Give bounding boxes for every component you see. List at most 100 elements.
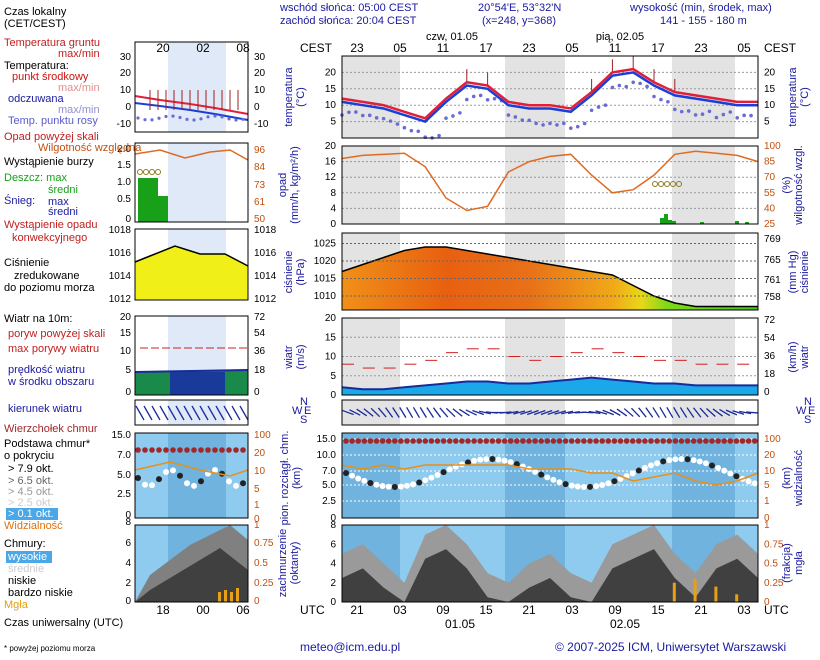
cloud-base-dot	[349, 472, 356, 479]
legend-label: Wystąpienie opadu	[4, 219, 97, 231]
humidity-tick: 85	[764, 157, 776, 168]
cloud-base-dot	[599, 481, 606, 488]
cloud-top-dot	[477, 438, 484, 444]
cloud-base-dot	[605, 480, 612, 487]
legend-label: punkt środkowy	[12, 71, 89, 83]
legend-storm-marker	[143, 169, 149, 175]
top-hour-label: 05	[737, 41, 751, 55]
top-hour-label: 23	[350, 41, 364, 55]
legend-dew-dot	[157, 116, 161, 120]
cloud-base-dot	[446, 466, 453, 473]
legend-precip-tick: 1.5	[117, 160, 131, 171]
storm-marker	[652, 181, 658, 187]
legend-label: niskie	[8, 575, 36, 587]
legend-pressure-line	[134, 245, 249, 267]
rain-bar	[668, 220, 672, 224]
dew-point-dot	[471, 94, 476, 99]
wind-arrow	[385, 407, 394, 418]
visibility-tick: 100	[764, 434, 781, 445]
utc-left: UTC	[300, 603, 325, 617]
wind-tick: 15	[325, 332, 337, 343]
legend-label: > 4.5 okt.	[8, 486, 54, 498]
wind-arrow	[745, 411, 759, 414]
humidity-tick: 25	[764, 219, 776, 230]
legend-panel-border	[134, 432, 249, 519]
legend-dew-dot	[143, 118, 147, 122]
cover-tick: 4	[330, 559, 336, 570]
wind-arrow	[513, 410, 526, 415]
wind-axis-right: (km/h)	[787, 341, 799, 372]
temp-tick-right: 15	[764, 84, 776, 95]
legend-label: > 7.9 okt.	[8, 463, 54, 475]
cloud-base-dot	[556, 479, 563, 486]
cloud-top-dot	[556, 438, 563, 444]
dew-point-dot	[485, 97, 490, 102]
cloud-top-dot	[367, 438, 374, 444]
wind-arrow	[679, 407, 688, 418]
temp-tick-right: 20	[764, 67, 776, 78]
legend-pressure-area	[135, 246, 248, 300]
legend-wind-arrow	[191, 405, 201, 421]
dew-point-dot	[437, 133, 441, 138]
cloud-top-dot	[398, 438, 404, 444]
cloud-base-dot	[696, 458, 703, 465]
wind-kmh-tick: 72	[764, 315, 776, 326]
cloud-base-dot	[580, 483, 587, 490]
legend-label: max/min	[58, 82, 100, 94]
legend-pressure-tick: 1018	[109, 225, 132, 236]
legend-label: prędkość wiatru	[8, 364, 85, 376]
cloud-base-dot	[544, 474, 551, 481]
cloud-base-dot	[416, 479, 423, 486]
dew-point-dot	[541, 123, 545, 127]
tz-right: CEST	[764, 41, 797, 55]
dew-point-dot	[465, 97, 469, 102]
dew-point-dot	[367, 113, 372, 118]
wind-arrow	[439, 407, 449, 418]
top-hour-label: 17	[479, 41, 493, 55]
cloud-top-dot	[379, 438, 386, 444]
dew-point-dot	[409, 128, 414, 133]
night-band	[672, 146, 735, 224]
cloud-base-dot	[702, 460, 709, 467]
wind-arrow	[666, 406, 674, 419]
pressure-axis-right: (mm Hg)	[787, 251, 799, 294]
dir-w: W	[292, 405, 303, 417]
cloud-top-dot	[507, 438, 514, 444]
dew-point-dot	[742, 113, 746, 118]
dew-point-dot	[555, 123, 559, 127]
dew-point-dot	[458, 111, 462, 115]
night-band	[342, 146, 400, 224]
temp-tick-left: 15	[325, 84, 337, 95]
top-hour-label: 23	[522, 41, 536, 55]
wind-arrow	[732, 410, 745, 415]
legend-cloud-base-dot	[177, 472, 183, 479]
legend-storm-marker	[155, 169, 161, 175]
legend-label: Wierzchołek chmur	[4, 423, 98, 435]
legend-cloud-top-dot	[233, 447, 239, 453]
legend-panel-border	[134, 41, 249, 133]
fog-tick: 0.25	[764, 578, 784, 589]
legend-cloud-tick: 0	[125, 510, 131, 521]
legend-label: Podstawa chmur*	[4, 438, 91, 450]
dew-point-dot	[603, 103, 608, 108]
storm-marker	[664, 181, 670, 187]
temp-axis-right: temperatura	[787, 66, 799, 126]
wind-arrow	[445, 407, 456, 418]
legend-wind-arrow	[223, 405, 233, 421]
legend-label: do poziomu morza	[4, 282, 95, 294]
legend-precip-tick: 2.0	[117, 144, 131, 155]
cloud-base-dot	[507, 459, 514, 466]
cloud-base-dot	[355, 475, 362, 482]
wind-arrow	[602, 409, 615, 416]
cloud-top-dot	[562, 438, 569, 444]
pressure-axis-left: (hPa)	[295, 259, 307, 286]
legend-temp-tick-right: 10	[254, 85, 266, 96]
okt-01-bg	[6, 508, 58, 520]
legend-label: średni	[48, 206, 78, 218]
cloud-top-dot	[440, 438, 447, 444]
legend-cloud-top-dot	[226, 447, 232, 453]
cloud-tick: 5.0	[322, 480, 336, 491]
legend-humidity-line	[134, 149, 249, 161]
dew-point-dot	[645, 84, 649, 89]
legend-label: Czas uniwersalny (UTC)	[4, 617, 123, 629]
